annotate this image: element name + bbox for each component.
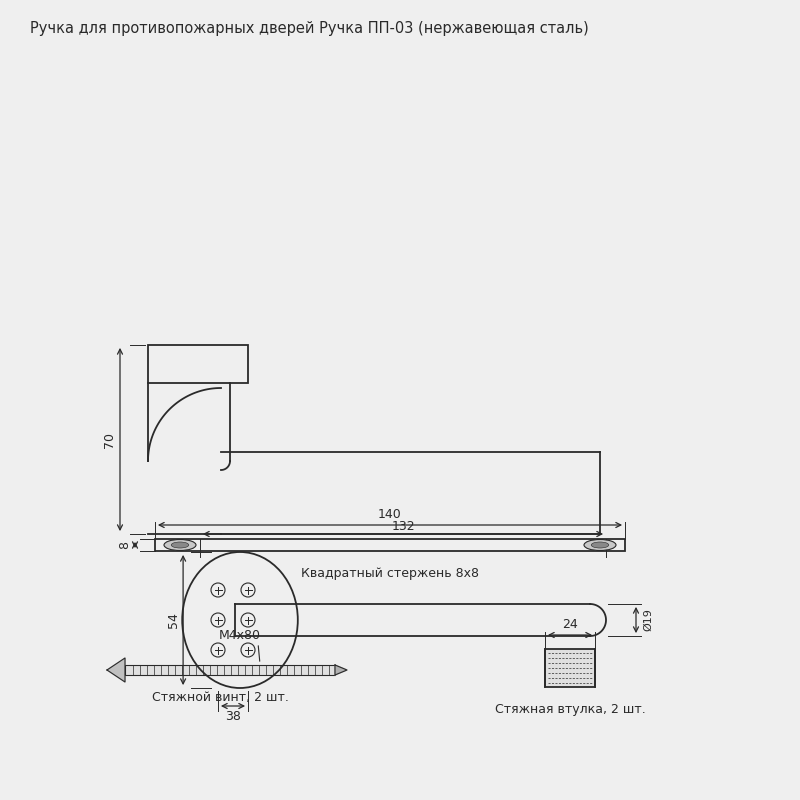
Text: 132: 132 <box>391 519 415 533</box>
Bar <box>155 539 625 551</box>
Text: 54: 54 <box>166 612 179 628</box>
Text: 8: 8 <box>118 541 131 549</box>
Text: Стяжной винт, 2 шт.: Стяжной винт, 2 шт. <box>151 690 289 703</box>
Polygon shape <box>335 665 347 675</box>
Text: 38: 38 <box>225 710 241 722</box>
Text: Ø19: Ø19 <box>643 609 653 631</box>
Text: 24: 24 <box>562 618 578 631</box>
Bar <box>545 649 595 687</box>
Text: Квадратный стержень 8х8: Квадратный стержень 8х8 <box>301 566 479 579</box>
Text: 140: 140 <box>378 509 402 522</box>
Bar <box>148 345 248 383</box>
Ellipse shape <box>164 539 196 550</box>
Text: Стяжная втулка, 2 шт.: Стяжная втулка, 2 шт. <box>494 702 646 715</box>
Text: Ручка для противопожарных дверей Ручка ПП-03 (нержавеющая сталь): Ручка для противопожарных дверей Ручка П… <box>30 21 589 35</box>
Bar <box>125 665 335 675</box>
Text: 70: 70 <box>102 431 115 447</box>
Ellipse shape <box>171 542 189 548</box>
Ellipse shape <box>591 542 609 548</box>
Ellipse shape <box>584 539 616 550</box>
Text: М4х80: М4х80 <box>219 629 261 642</box>
Polygon shape <box>107 658 125 682</box>
